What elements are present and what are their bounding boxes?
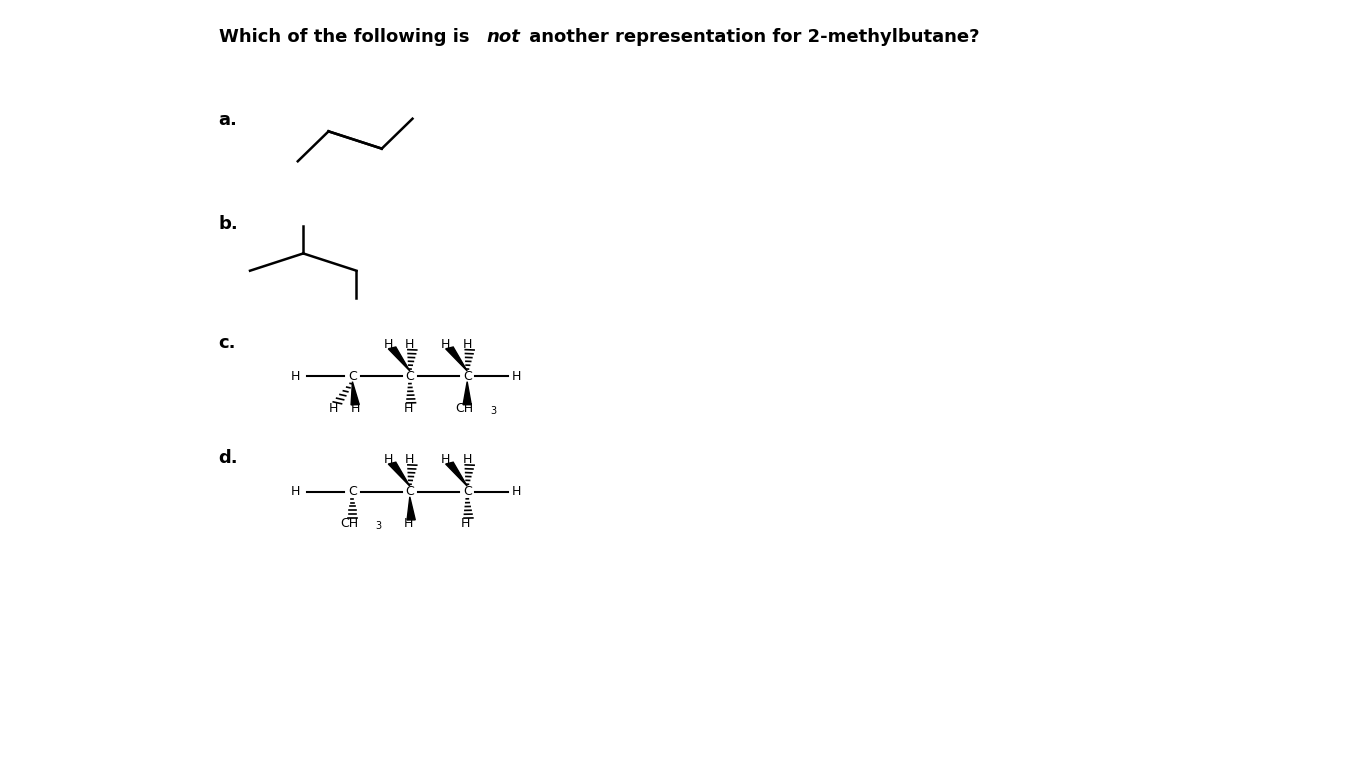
Text: C: C	[348, 370, 357, 382]
Text: H: H	[291, 370, 299, 382]
Text: H: H	[512, 370, 520, 382]
Text: not: not	[486, 28, 520, 46]
Text: H: H	[463, 338, 471, 350]
Text: 3: 3	[376, 521, 381, 531]
Text: a.: a.	[219, 111, 238, 129]
Text: C: C	[463, 485, 471, 498]
Text: H: H	[406, 338, 414, 350]
Text: H: H	[404, 518, 413, 530]
Text: H: H	[512, 485, 520, 498]
Text: C: C	[348, 485, 357, 498]
Text: H: H	[384, 338, 392, 350]
Text: H: H	[291, 485, 299, 498]
Text: C: C	[463, 370, 471, 382]
Text: H: H	[404, 402, 413, 415]
Text: H: H	[384, 453, 392, 465]
Text: another representation for 2-methylbutane?: another representation for 2-methylbutan…	[523, 28, 979, 46]
Text: d.: d.	[219, 449, 238, 467]
Text: C: C	[406, 485, 414, 498]
Text: H: H	[463, 453, 471, 465]
Text: Which of the following is: Which of the following is	[219, 28, 475, 46]
Text: CH: CH	[340, 518, 359, 530]
Text: b.: b.	[219, 215, 238, 233]
Text: H: H	[351, 402, 359, 415]
Text: CH: CH	[455, 402, 474, 415]
Text: H: H	[441, 453, 449, 465]
Text: H: H	[441, 338, 449, 350]
Text: C: C	[406, 370, 414, 382]
Text: H: H	[406, 453, 414, 465]
Text: H: H	[462, 518, 470, 530]
Text: c.: c.	[219, 334, 236, 352]
Text: H: H	[329, 402, 337, 415]
Text: 3: 3	[490, 406, 496, 416]
